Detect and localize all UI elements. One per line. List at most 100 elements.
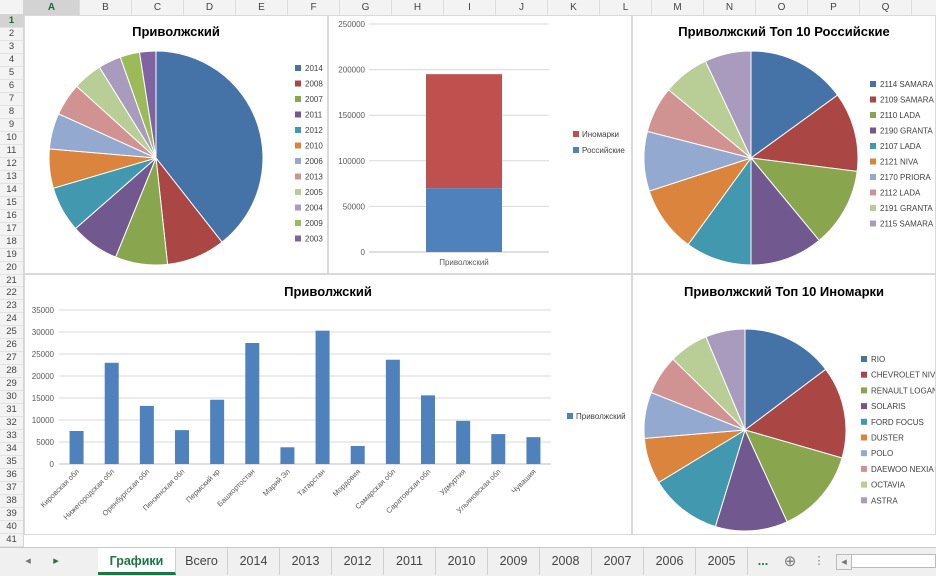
select-all-corner[interactable] [0,0,24,15]
row-header-16[interactable]: 16 [0,210,23,223]
legend-label: 2190 GRANTA [880,127,933,136]
row-header-12[interactable]: 12 [0,158,23,171]
row-header-6[interactable]: 6 [0,80,23,93]
chart-pie-top10-russian[interactable]: Приволжский Топ 10 Российские 2114 SAMAR… [632,15,936,274]
row-header-33[interactable]: 33 [0,430,23,444]
legend-swatch [870,143,876,149]
sheet-tab-2012[interactable]: 2012 [332,548,384,575]
column-header-D[interactable]: D [184,0,236,15]
bar-segment-Российские [426,188,502,252]
column-header-F[interactable]: F [288,0,340,15]
row-header-32[interactable]: 32 [0,417,23,431]
legend-label: 2011 [305,111,323,120]
sheet-tab-Графики[interactable]: Графики [98,548,176,575]
row-header-4[interactable]: 4 [0,54,23,67]
row-header-14[interactable]: 14 [0,184,23,197]
row-header-31[interactable]: 31 [0,404,23,418]
row-header-9[interactable]: 9 [0,119,23,132]
row-header-27[interactable]: 27 [0,352,23,366]
column-header-N[interactable]: N [704,0,756,15]
row-header-11[interactable]: 11 [0,145,23,158]
row-header-15[interactable]: 15 [0,197,23,210]
row-header-10[interactable]: 10 [0,132,23,145]
row-header-26[interactable]: 26 [0,339,23,353]
add-sheet-button[interactable]: ⊕ [783,553,797,570]
row-header-5[interactable]: 5 [0,67,23,80]
row-header-39[interactable]: 39 [0,508,23,522]
row-header-13[interactable]: 13 [0,171,23,184]
row-header-3[interactable]: 3 [0,41,23,54]
pie-slice-RENAULT LOGAN [744,429,843,523]
row-header-23[interactable]: 23 [0,300,23,314]
column-header-Q[interactable]: Q [860,0,912,15]
y-tick-label: 250000 [338,20,365,29]
column-header-E[interactable]: E [236,0,288,15]
row-header-24[interactable]: 24 [0,313,23,327]
sheet-tab-2009[interactable]: 2009 [488,548,540,575]
legend-swatch [573,131,579,137]
horizontal-scroll-left-button[interactable]: ◂ [836,554,852,570]
sheet-tab-2006[interactable]: 2006 [644,548,696,575]
more-options-icon[interactable]: ⋮ [813,555,825,567]
column-header-K[interactable]: K [548,0,600,15]
column-header-M[interactable]: M [652,0,704,15]
sheet-tab-Всего[interactable]: Всего [176,548,228,575]
row-header-21[interactable]: 21 [0,275,23,288]
row-header-36[interactable]: 36 [0,469,23,483]
row-header-1[interactable]: 1 [0,15,23,28]
row-header-20[interactable]: 20 [0,262,23,275]
row-header-17[interactable]: 17 [0,223,23,236]
column-header-A[interactable]: A [24,0,80,15]
sheet-tab-...[interactable]: ... [757,554,769,568]
legend-swatch [870,112,876,118]
bar-Самарская обл [385,359,400,464]
row-header-22[interactable]: 22 [0,287,23,301]
row-header-35[interactable]: 35 [0,456,23,470]
chart-stacked-bar-origin[interactable]: 0 50000 100000 150000 200000 250000 Приволжски… [328,15,632,274]
column-header-J[interactable]: J [496,0,548,15]
legend-label: 2191 GRANTA [880,204,933,213]
sheet-tab-2010[interactable]: 2010 [436,548,488,575]
row-header-38[interactable]: 38 [0,495,23,509]
row-header-29[interactable]: 29 [0,378,23,392]
chart-pie-volga-years[interactable]: Приволжский 2014 2008 2007 2011 2012 2010 2006… [24,15,328,274]
column-header-C[interactable]: C [132,0,184,15]
row-header-40[interactable]: 40 [0,521,23,535]
horizontal-scrollbar[interactable] [852,554,936,568]
sheet-tab-2007[interactable]: 2007 [592,548,644,575]
chart-bar-regions[interactable]: Приволжский 0 5000 10000 15000 20000 25000 300… [24,274,632,535]
column-header-P[interactable]: P [808,0,860,15]
legend-swatch [295,220,301,226]
sheet-tab-2005[interactable]: 2005 [696,548,748,575]
legend-label: RIO [871,355,885,364]
row-header-25[interactable]: 25 [0,326,23,340]
worksheet-grid[interactable]: Приволжский 2014 2008 2007 2011 2012 2010 2006… [24,15,936,547]
row-header-34[interactable]: 34 [0,443,23,457]
column-header-O[interactable]: O [756,0,808,15]
row-header-37[interactable]: 37 [0,482,23,496]
column-header-I[interactable]: I [444,0,496,15]
column-header-H[interactable]: H [392,0,444,15]
row-header-30[interactable]: 30 [0,391,23,405]
chart-pie-top10-foreign[interactable]: Приволжский Топ 10 Иномарки RIO CHEVROLET… [632,274,936,535]
row-header-8[interactable]: 8 [0,106,23,119]
column-header-B[interactable]: B [80,0,132,15]
column-header-G[interactable]: G [340,0,392,15]
row-header-28[interactable]: 28 [0,365,23,379]
sheet-tab-2011[interactable]: 2011 [384,548,436,575]
tab-scroll-next-button[interactable]: ▸ [53,555,59,567]
legend-swatch [295,65,301,71]
sheet-tab-2008[interactable]: 2008 [540,548,592,575]
tab-scroll-prev-button[interactable]: ◂ [25,555,31,567]
sheet-tab-2013[interactable]: 2013 [280,548,332,575]
row-header-18[interactable]: 18 [0,236,23,249]
row-header-7[interactable]: 7 [0,93,23,106]
row-header-19[interactable]: 19 [0,249,23,262]
bar-Саратовская обл [421,395,435,464]
row-header-2[interactable]: 2 [0,28,23,41]
sheet-tab-2014[interactable]: 2014 [228,548,280,575]
legend-label: Приволжский [576,412,626,421]
row-header-41[interactable]: 41 [0,534,23,547]
pie-slice-2109 SAMARA [749,94,859,172]
column-header-L[interactable]: L [600,0,652,15]
